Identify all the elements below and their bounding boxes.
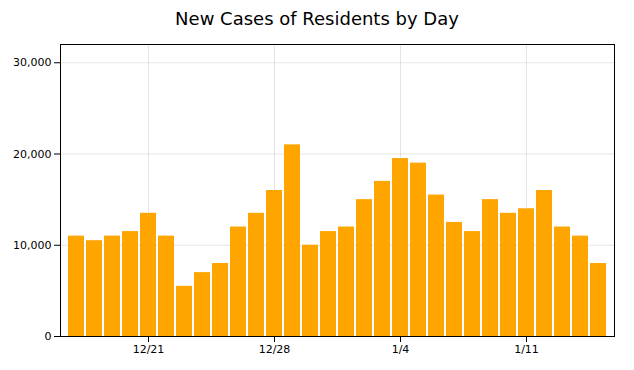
svg-text:30,000: 30,000 [13,56,52,69]
svg-text:20,000: 20,000 [13,148,52,161]
svg-text:1/11: 1/11 [514,343,539,356]
svg-text:0: 0 [45,330,52,343]
svg-text:10,000: 10,000 [13,239,52,252]
svg-text:1/4: 1/4 [392,343,410,356]
svg-text:12/28: 12/28 [259,343,291,356]
html-text:New Cases of Residents by Day: New Cases of Residents by Day [175,8,459,29]
svg-text:12/21: 12/21 [133,343,165,356]
